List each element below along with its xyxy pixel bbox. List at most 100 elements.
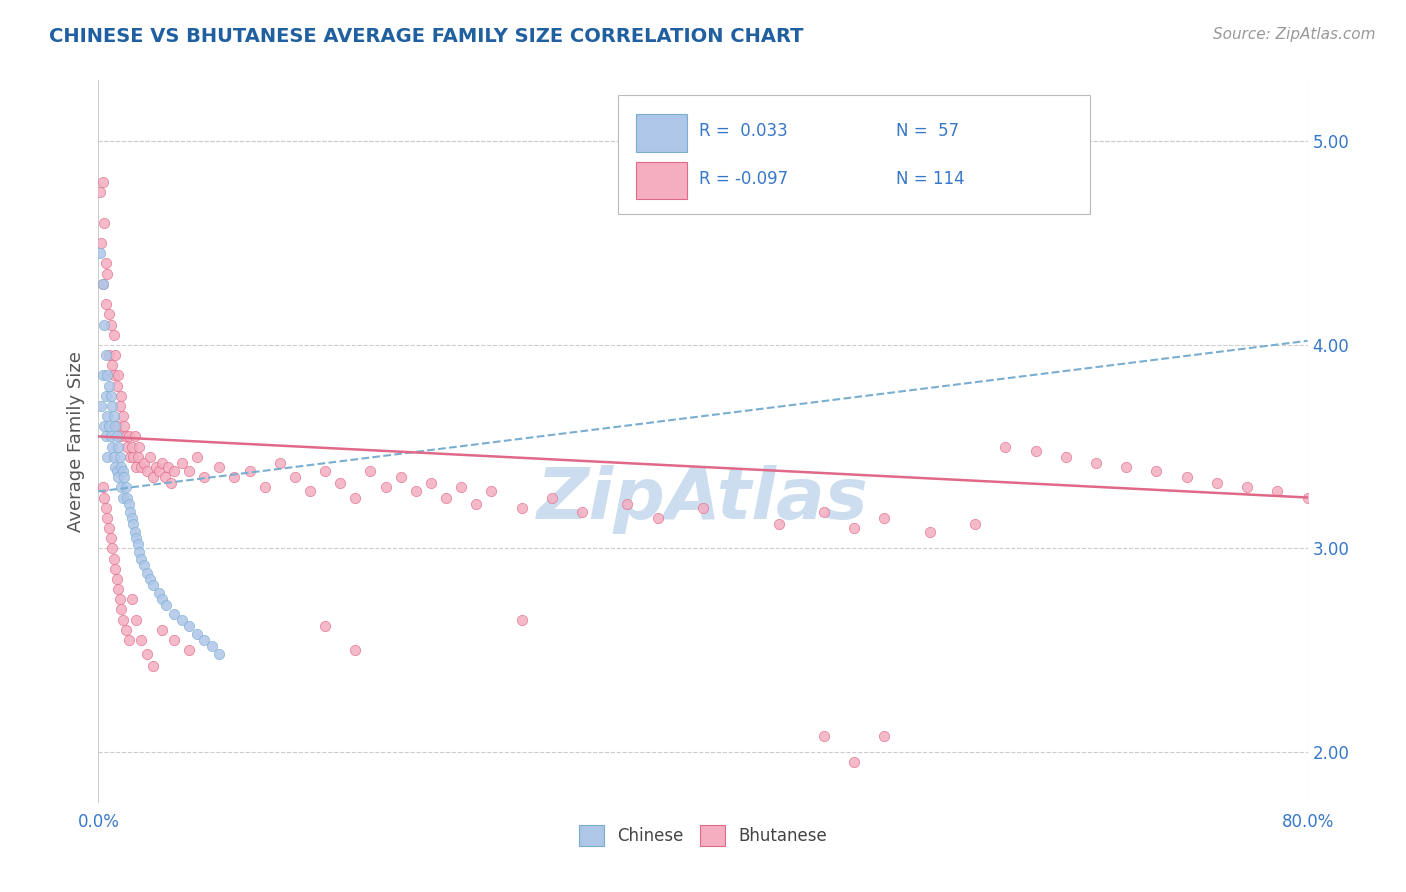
Point	[127, 450, 149, 464]
Point	[111, 409, 134, 423]
Y-axis label: Average Family Size: Average Family Size	[66, 351, 84, 532]
Point	[103, 368, 125, 383]
Point	[101, 399, 124, 413]
Point	[768, 516, 790, 531]
Point	[155, 599, 177, 613]
Point	[115, 491, 138, 505]
FancyBboxPatch shape	[637, 114, 688, 152]
Point	[142, 659, 165, 673]
Point	[135, 647, 157, 661]
Point	[873, 511, 896, 525]
Point	[132, 558, 155, 572]
Point	[139, 572, 162, 586]
Point	[107, 582, 129, 596]
Point	[120, 450, 142, 464]
Point	[142, 578, 165, 592]
Point	[100, 429, 122, 443]
Point	[616, 497, 638, 511]
Point	[163, 607, 186, 621]
Point	[1175, 470, 1198, 484]
Text: N =  57: N = 57	[897, 122, 959, 140]
Point	[179, 618, 201, 632]
Point	[374, 480, 396, 494]
Point	[186, 450, 208, 464]
Point	[844, 755, 866, 769]
Point	[100, 389, 122, 403]
Point	[193, 632, 215, 647]
Point	[208, 460, 231, 475]
Point	[112, 470, 135, 484]
Point	[150, 623, 173, 637]
Point	[104, 562, 127, 576]
Point	[163, 632, 186, 647]
Point	[94, 348, 117, 362]
Point	[135, 566, 157, 580]
Point	[873, 729, 896, 743]
Point	[118, 497, 141, 511]
Point	[98, 307, 121, 321]
Point	[813, 505, 835, 519]
Point	[135, 464, 157, 478]
Text: R = -0.097: R = -0.097	[699, 170, 789, 188]
Point	[128, 545, 150, 559]
Point	[91, 175, 114, 189]
Point	[111, 491, 134, 505]
Point	[101, 440, 124, 454]
Point	[98, 521, 121, 535]
Point	[105, 378, 128, 392]
Point	[124, 429, 146, 443]
Point	[103, 409, 125, 423]
Point	[110, 602, 132, 616]
Point	[111, 464, 134, 478]
Point	[114, 429, 136, 443]
Point	[145, 460, 167, 475]
Point	[360, 464, 382, 478]
Point	[129, 460, 152, 475]
Point	[94, 256, 117, 270]
Point	[111, 613, 134, 627]
Point	[103, 450, 125, 464]
Point	[96, 450, 118, 464]
Point	[153, 470, 176, 484]
Point	[481, 484, 503, 499]
Point	[94, 429, 117, 443]
Point	[994, 440, 1017, 454]
Point	[110, 389, 132, 403]
Point	[122, 516, 145, 531]
Point	[1144, 464, 1167, 478]
Point	[179, 464, 201, 478]
Point	[91, 277, 114, 291]
Point	[98, 378, 121, 392]
Point	[100, 318, 122, 332]
Point	[465, 497, 488, 511]
Point	[1115, 460, 1137, 475]
Point	[127, 537, 149, 551]
Point	[269, 456, 291, 470]
Point	[224, 470, 246, 484]
Point	[103, 327, 125, 342]
Point	[121, 511, 143, 525]
Point	[100, 531, 122, 545]
Point	[91, 480, 114, 494]
Point	[510, 613, 533, 627]
Point	[115, 440, 138, 454]
Point	[93, 491, 115, 505]
Point	[128, 440, 150, 454]
Point	[139, 450, 162, 464]
Point	[108, 592, 131, 607]
Point	[125, 531, 148, 545]
Point	[108, 450, 131, 464]
Point	[1206, 476, 1229, 491]
Point	[1236, 480, 1258, 494]
Point	[450, 480, 472, 494]
Point	[170, 456, 193, 470]
Point	[110, 480, 132, 494]
FancyBboxPatch shape	[637, 162, 688, 200]
Point	[284, 470, 307, 484]
Point	[125, 460, 148, 475]
Point	[107, 470, 129, 484]
Point	[1054, 450, 1077, 464]
Point	[121, 592, 143, 607]
Point	[118, 632, 141, 647]
Point	[1267, 484, 1289, 499]
